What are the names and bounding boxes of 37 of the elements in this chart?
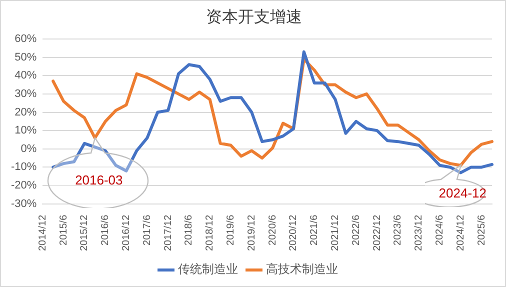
legend-label: 高技术制造业 xyxy=(266,262,338,276)
x-tick-label: 2023/12 xyxy=(414,214,425,252)
x-tick-label: 2021/6 xyxy=(309,214,320,246)
y-tick-label: -10% xyxy=(10,161,37,174)
y-tick-label: -30% xyxy=(10,198,37,210)
x-tick-label: 2015/12 xyxy=(79,214,90,252)
x-tick-label: 2017/12 xyxy=(162,214,174,252)
x-tick-label: 2021/12 xyxy=(330,214,342,252)
x-tick-label: 2024/12 xyxy=(455,214,466,252)
y-tick-label: 20% xyxy=(14,106,37,118)
y-tick-label: 10% xyxy=(14,124,37,137)
y-tick-label: 0% xyxy=(20,142,37,155)
legend-label: 传统制造业 xyxy=(178,262,238,276)
x-tick-label: 2015/6 xyxy=(58,214,70,246)
x-tick-label: 2025/6 xyxy=(476,214,488,246)
y-tick-label: -20% xyxy=(10,180,37,192)
x-tick-label: 2022/6 xyxy=(350,214,362,246)
x-tick-label: 2018/12 xyxy=(204,214,216,252)
chart-title: 资本开支增速 xyxy=(205,8,303,28)
y-tick-label: 40% xyxy=(14,70,37,82)
y-tick-label: 50% xyxy=(14,51,37,64)
x-tick-label: 2020/12 xyxy=(288,214,300,252)
x-tick-label: 2016/12 xyxy=(121,214,132,252)
x-tick-label: 2023/6 xyxy=(392,214,404,246)
x-tick-label: 2017/6 xyxy=(142,214,153,246)
x-tick-label: 2016/6 xyxy=(100,214,112,246)
x-tick-label: 2019/12 xyxy=(246,214,258,252)
x-tick-label: 2019/6 xyxy=(226,214,237,246)
x-tick-label: 2024/6 xyxy=(434,214,446,246)
y-tick-label: 30% xyxy=(14,88,37,100)
x-tick-label: 2018/6 xyxy=(184,214,195,246)
annotation: 2024-12 xyxy=(438,186,486,201)
annotation: 2016-03 xyxy=(75,172,123,188)
x-tick-label: 2020/6 xyxy=(267,214,278,246)
x-tick-label: 2014/12 xyxy=(37,214,48,252)
x-tick-label: 2022/12 xyxy=(372,214,383,252)
y-tick-label: 60% xyxy=(14,33,37,46)
